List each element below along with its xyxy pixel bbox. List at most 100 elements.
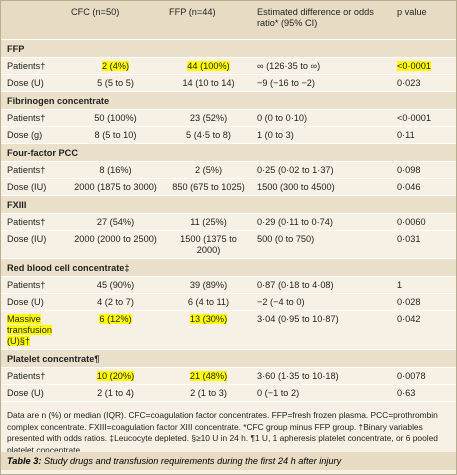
cell-text: 0·11 (397, 130, 415, 140)
header-cell: FFP (n=44) (163, 1, 251, 40)
cell: 1 (0 to 3) (251, 126, 391, 144)
data-row: Massive transfusion (U)§† 6 (12%) 13 (30%)… (1, 310, 456, 350)
cell: 0·028 (391, 293, 456, 311)
cell-text: 11 (25%) (190, 217, 227, 227)
row-label: Dose (U) (1, 384, 65, 402)
cell: 2 (5%) (163, 161, 251, 179)
data-row: Patients† 10 (20%) 21 (48%) 3·60 (1·35 to 1… (1, 367, 456, 385)
caption: Table 3: Study drugs and transfusion req… (1, 452, 456, 470)
cell: 0·046 (391, 178, 456, 196)
row-label: Patients† (1, 57, 65, 75)
row-label: Patients† (1, 109, 65, 127)
cell-text: <0·0001 (397, 61, 431, 71)
cell-text: 1500 (300 to 4500) (257, 182, 335, 192)
cell: 0·023 (391, 74, 456, 92)
cell-text: 13 (30%) (189, 314, 228, 324)
cell: 44 (100%) (163, 57, 251, 75)
table: CFC (n=50) FFP (n=44) Estimated difference… (1, 1, 456, 402)
cell-text: −9 (−16 to −2) (257, 78, 315, 88)
cell-text: 2 (5%) (194, 165, 223, 175)
cell-text: 14 (10 to 14) (182, 78, 235, 88)
data-row: Patients† 45 (90%) 39 (89%) 0·87 (0·18 to 4… (1, 276, 456, 294)
cell: 0·0060 (391, 213, 456, 231)
data-row: Patients† 50 (100%) 23 (52%) 0 (0 to 0·10) <… (1, 109, 456, 127)
cell: 850 (675 to 1025) (163, 178, 251, 196)
cell-text: Dose (U) (7, 297, 44, 307)
cell: 3·04 (0·95 to 10·87) (251, 310, 391, 350)
header-cell: Estimated difference or odds ratio* (95%… (251, 1, 391, 40)
cell: 0·63 (391, 384, 456, 402)
cell: 27 (54%) (65, 213, 163, 231)
data-row: Patients† 8 (16%) 2 (5%) 0·25 (0·02 to 1·37… (1, 161, 456, 179)
section-title: Fibrinogen concentrate (1, 91, 456, 110)
cell-text: 1 (0 to 3) (257, 130, 294, 140)
cell: 23 (52%) (163, 109, 251, 127)
cell-text: 10 (20%) (96, 371, 135, 381)
cell: 1 (391, 276, 456, 294)
data-row: Dose (IU) 2000 (2000 to 2500) 1500 (1375 t… (1, 230, 456, 259)
section-row: Four-factor PCC (1, 143, 456, 162)
cell: 0·031 (391, 230, 456, 259)
row-label: Dose (U) (1, 74, 65, 92)
cell-text: 0 (−1 to 2) (257, 388, 300, 398)
row-label: Patients† (1, 213, 65, 231)
row-label: Dose (IU) (1, 178, 65, 196)
cell-text: 6 (4 to 11) (187, 297, 230, 307)
section-title: FFP (1, 39, 456, 58)
caption-label: Table 3: (7, 456, 42, 466)
cell-text: 1500 (1375 to 2000) (180, 234, 237, 255)
cell-text: Dose (IU) (7, 234, 47, 244)
cell-text: Patients† (7, 113, 46, 123)
cell-text: 45 (90%) (96, 280, 135, 290)
cell: 0·25 (0·02 to 1·37) (251, 161, 391, 179)
cell-text: 0·0078 (397, 371, 426, 381)
cell-text: 2 (4%) (101, 61, 130, 71)
header-cell (1, 1, 65, 40)
cell: 1500 (1375 to 2000) (163, 230, 251, 259)
data-row: Dose (g) 8 (5 to 10) 5 (4·5 to 8) 1 (0 to 3… (1, 126, 456, 144)
cell: 13 (30%) (163, 310, 251, 350)
cell-text: Patients† (7, 165, 46, 175)
data-row: Dose (IU) 2000 (1875 to 3000) 850 (675 to … (1, 178, 456, 196)
cell: −9 (−16 to −2) (251, 74, 391, 92)
section-title: Red blood cell concentrate‡ (1, 258, 456, 277)
cell: 39 (89%) (163, 276, 251, 294)
cell: −2 (−4 to 0) (251, 293, 391, 311)
header-text: p value (397, 7, 427, 17)
cell-text: 23 (52%) (189, 113, 228, 123)
cell: 6 (4 to 11) (163, 293, 251, 311)
cell-text: 0·031 (397, 234, 421, 244)
header-text: Estimated difference or odds ratio* (95%… (257, 7, 374, 28)
row-label: Patients† (1, 161, 65, 179)
section-row: Red blood cell concentrate‡ (1, 258, 456, 277)
section-title: FXIII (1, 195, 456, 214)
header-cell: CFC (n=50) (65, 1, 163, 40)
cell: 500 (0 to 750) (251, 230, 391, 259)
section-title: Four-factor PCC (1, 143, 456, 162)
cell-text: −2 (−4 to 0) (257, 297, 305, 307)
cell-text: 2000 (1875 to 3000) (74, 182, 157, 192)
row-label: Dose (U) (1, 293, 65, 311)
cell-text: 6 (12%) (99, 314, 132, 324)
cell: 0·29 (0·11 to 0·74) (251, 213, 391, 231)
cell: 2 (1 to 4) (65, 384, 163, 402)
cell-text: 0·0060 (397, 217, 426, 227)
cell-text: Dose (IU) (7, 182, 47, 192)
row-label: Patients† (1, 276, 65, 294)
cell-text: Dose (U) (7, 388, 44, 398)
data-row: Dose (U) 4 (2 to 7) 6 (4 to 11) −2 (−4 to 0… (1, 293, 456, 311)
cell-text: ∞ (126·35 to ∞) (257, 61, 321, 71)
cell-text: 2 (1 to 3) (190, 388, 227, 398)
cell: 0·87 (0·18 to 4·08) (251, 276, 391, 294)
header-text: CFC (n=50) (71, 7, 120, 17)
cell: <0·0001 (391, 57, 456, 75)
cell: 4 (2 to 7) (65, 293, 163, 311)
cell-text: Dose (U) (7, 78, 44, 88)
cell-text: 0·042 (397, 314, 421, 324)
section-row: FXIII (1, 195, 456, 214)
caption-text: Study drugs and transfusion requirements… (43, 456, 342, 466)
cell: 1500 (300 to 4500) (251, 178, 391, 196)
section-title: Platelet concentrate¶ (1, 349, 456, 368)
cell-text: Patients† (7, 371, 46, 381)
